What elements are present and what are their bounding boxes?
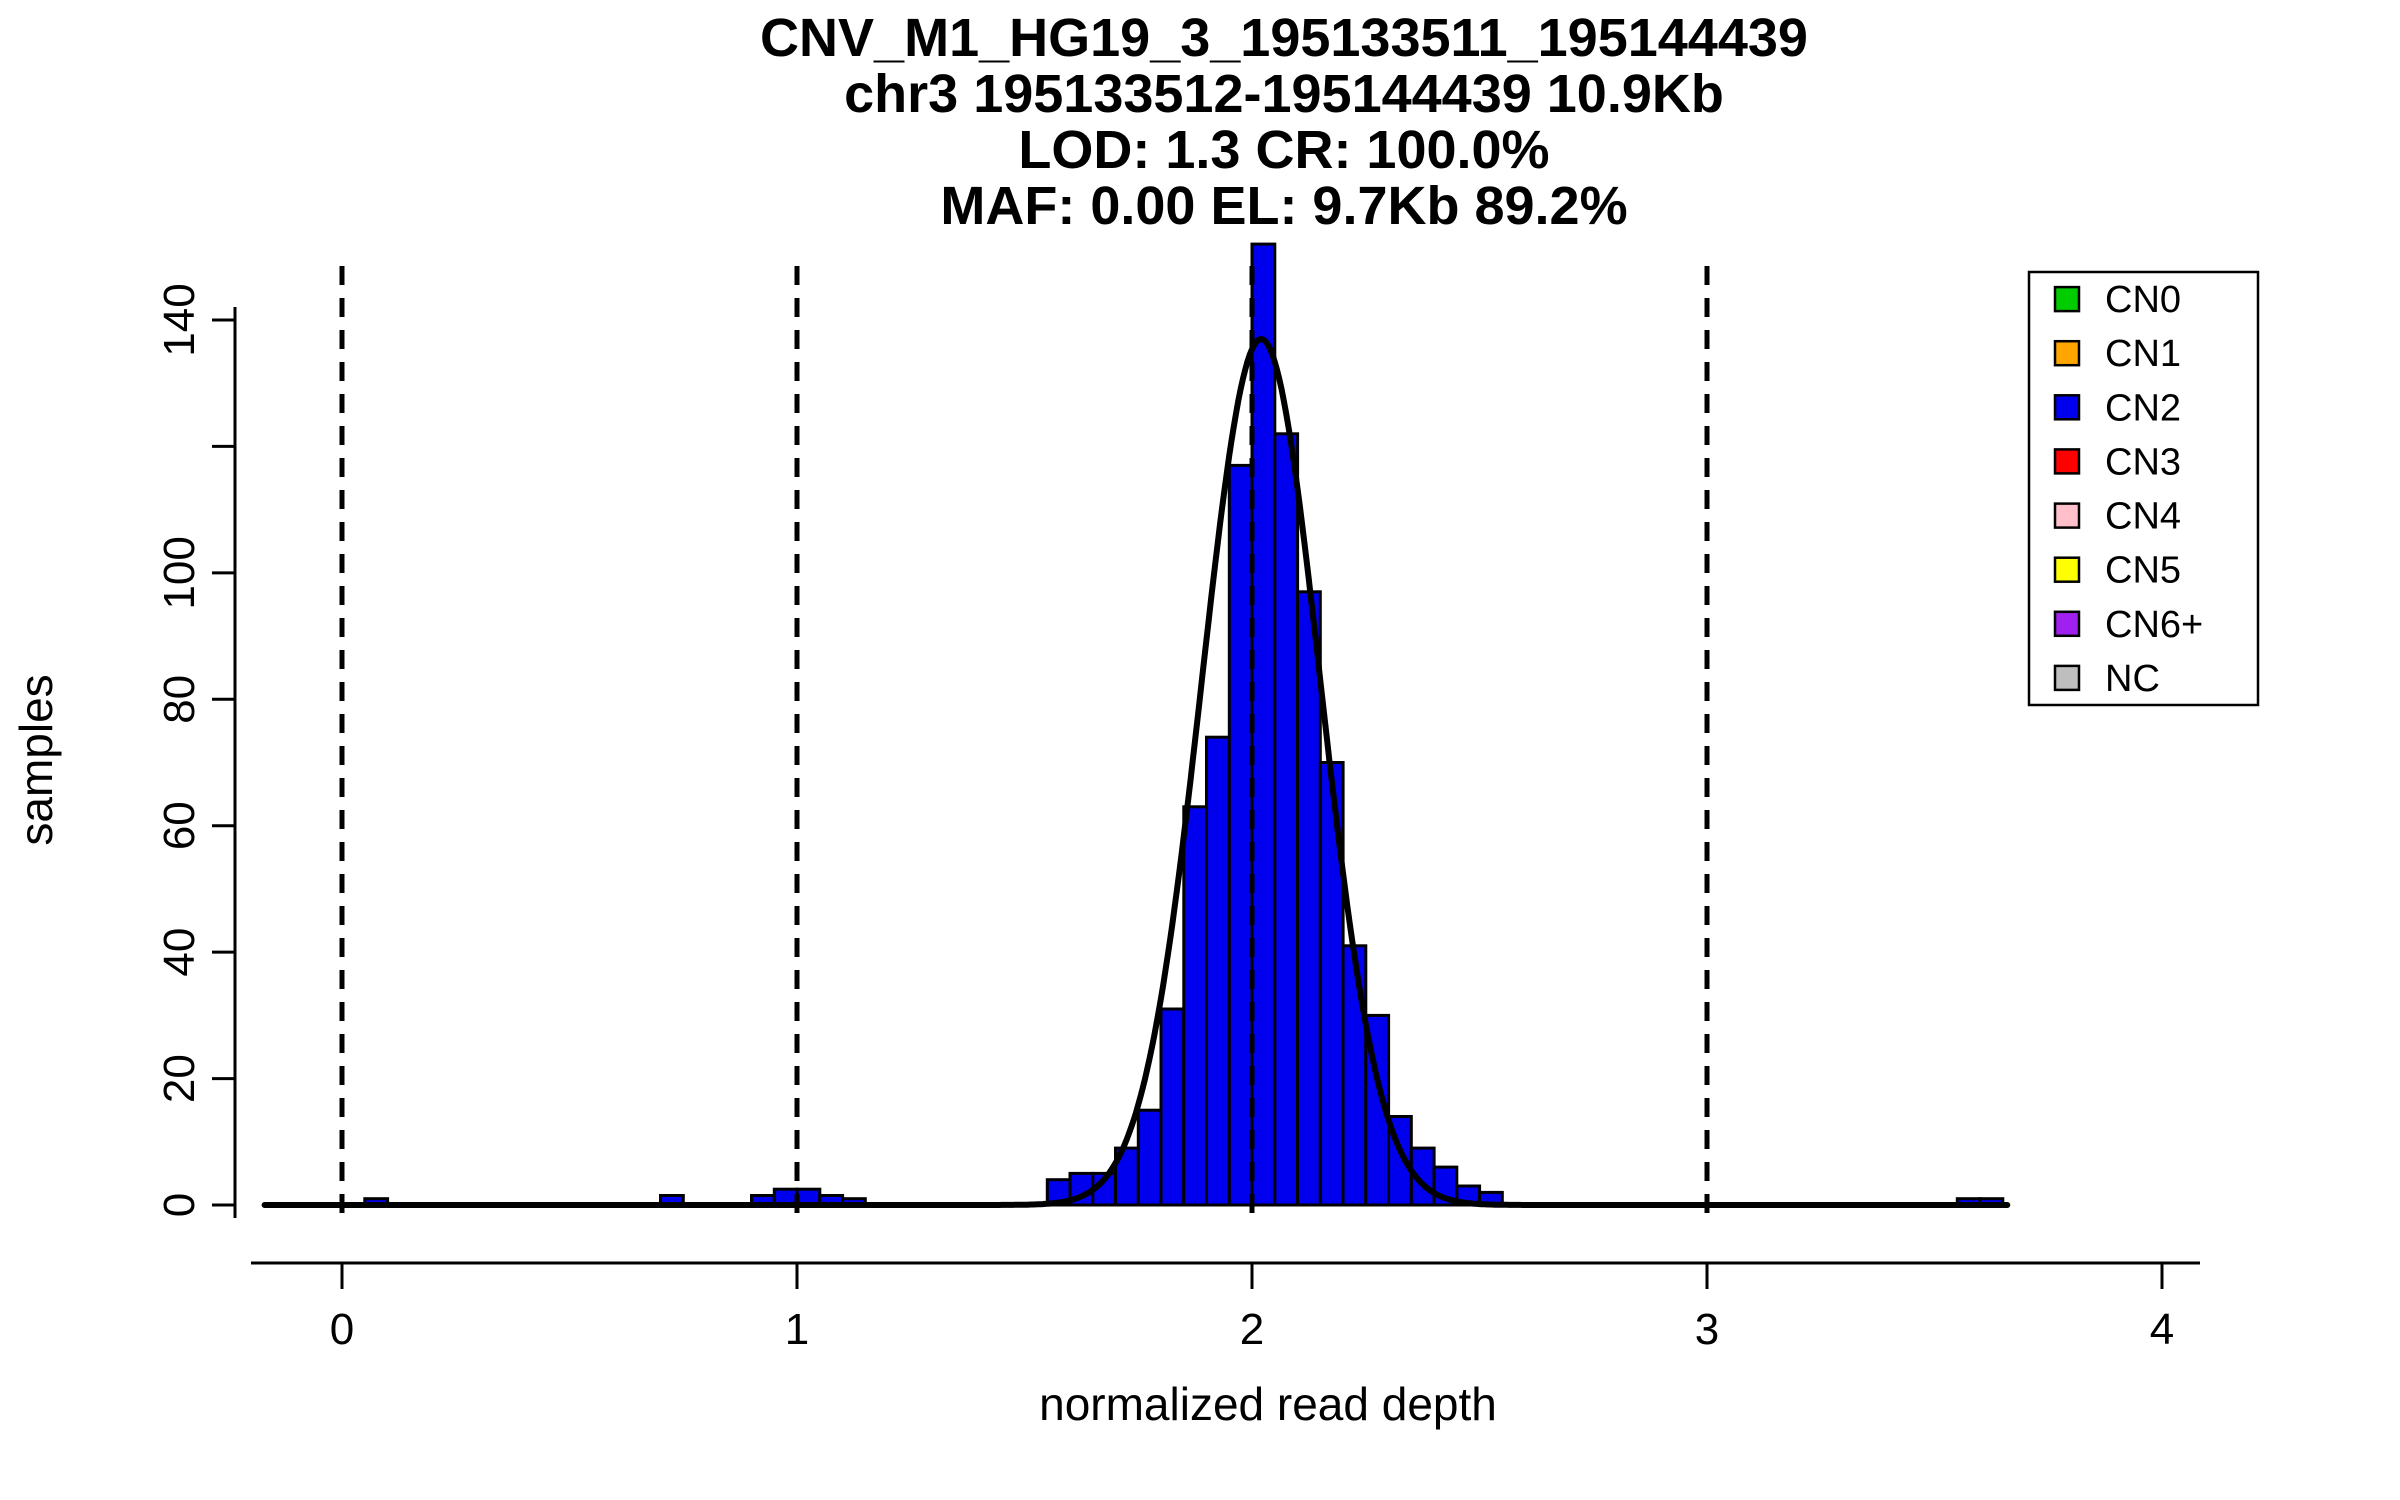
- legend-label-cn2: CN2: [2105, 387, 2181, 429]
- legend-swatch-cn1: [2053, 339, 2081, 367]
- gaussian-fit-curve: [261, 336, 2011, 1208]
- y-tick-label: 40: [155, 928, 204, 977]
- x-tick-label: 1: [785, 1305, 809, 1354]
- x-tick-label: 2: [1240, 1305, 1264, 1354]
- legend-swatch-cn3: [2053, 448, 2081, 475]
- histogram-bar: [1296, 590, 1322, 1207]
- histogram-bar: [1250, 242, 1277, 1207]
- legend-swatch-nc: [2053, 664, 2081, 692]
- histogram-bar: [1341, 944, 1368, 1207]
- legend-swatch-cn4: [2053, 502, 2081, 529]
- title-line-3: LOD: 1.3 CR: 100.0%: [1018, 120, 1549, 180]
- legend-swatch-cn2: [2053, 394, 2081, 421]
- histogram-bar: [1182, 805, 1209, 1207]
- y-tick-label: 60: [155, 801, 204, 850]
- histogram-bar: [1205, 735, 1231, 1207]
- x-tick-label: 4: [2150, 1305, 2174, 1354]
- legend-swatch-cn6+: [2053, 610, 2081, 638]
- title-line-1: CNV_M1_HG19_3_195133511_195144439: [760, 8, 1808, 68]
- y-axis-title: samples: [10, 674, 62, 845]
- histogram-bar: [1159, 1007, 1186, 1207]
- legend-label-cn4: CN4: [2105, 496, 2181, 538]
- x-tick-label: 3: [1695, 1305, 1719, 1354]
- y-tick-label: 80: [155, 675, 204, 724]
- legend-label-nc: NC: [2105, 658, 2160, 700]
- y-tick-label: 20: [155, 1054, 204, 1103]
- y-tick-label: 100: [155, 536, 204, 609]
- title-line-2: chr3 195133512-195144439 10.9Kb: [844, 64, 1724, 124]
- histogram-bar: [1227, 463, 1254, 1207]
- legend-label-cn1: CN1: [2105, 333, 2181, 375]
- legend-label-cn0: CN0: [2105, 279, 2181, 321]
- legend-swatch-cn0: [2053, 285, 2081, 313]
- x-tick-label: 0: [330, 1305, 354, 1354]
- title-line-4: MAF: 0.00 EL: 9.7Kb 89.2%: [940, 176, 1627, 236]
- y-tick-label: 140: [155, 283, 204, 356]
- y-tick-label: 0: [155, 1193, 204, 1217]
- histogram-bar: [1273, 432, 1300, 1207]
- x-axis-title: normalized read depth: [1039, 1378, 1497, 1430]
- legend-label-cn3: CN3: [2105, 441, 2181, 483]
- legend-swatch-cn5: [2053, 556, 2081, 583]
- legend-label-cn6+: CN6+: [2105, 604, 2203, 646]
- histogram-bar: [1136, 1108, 1163, 1207]
- legend-label-cn5: CN5: [2105, 550, 2181, 592]
